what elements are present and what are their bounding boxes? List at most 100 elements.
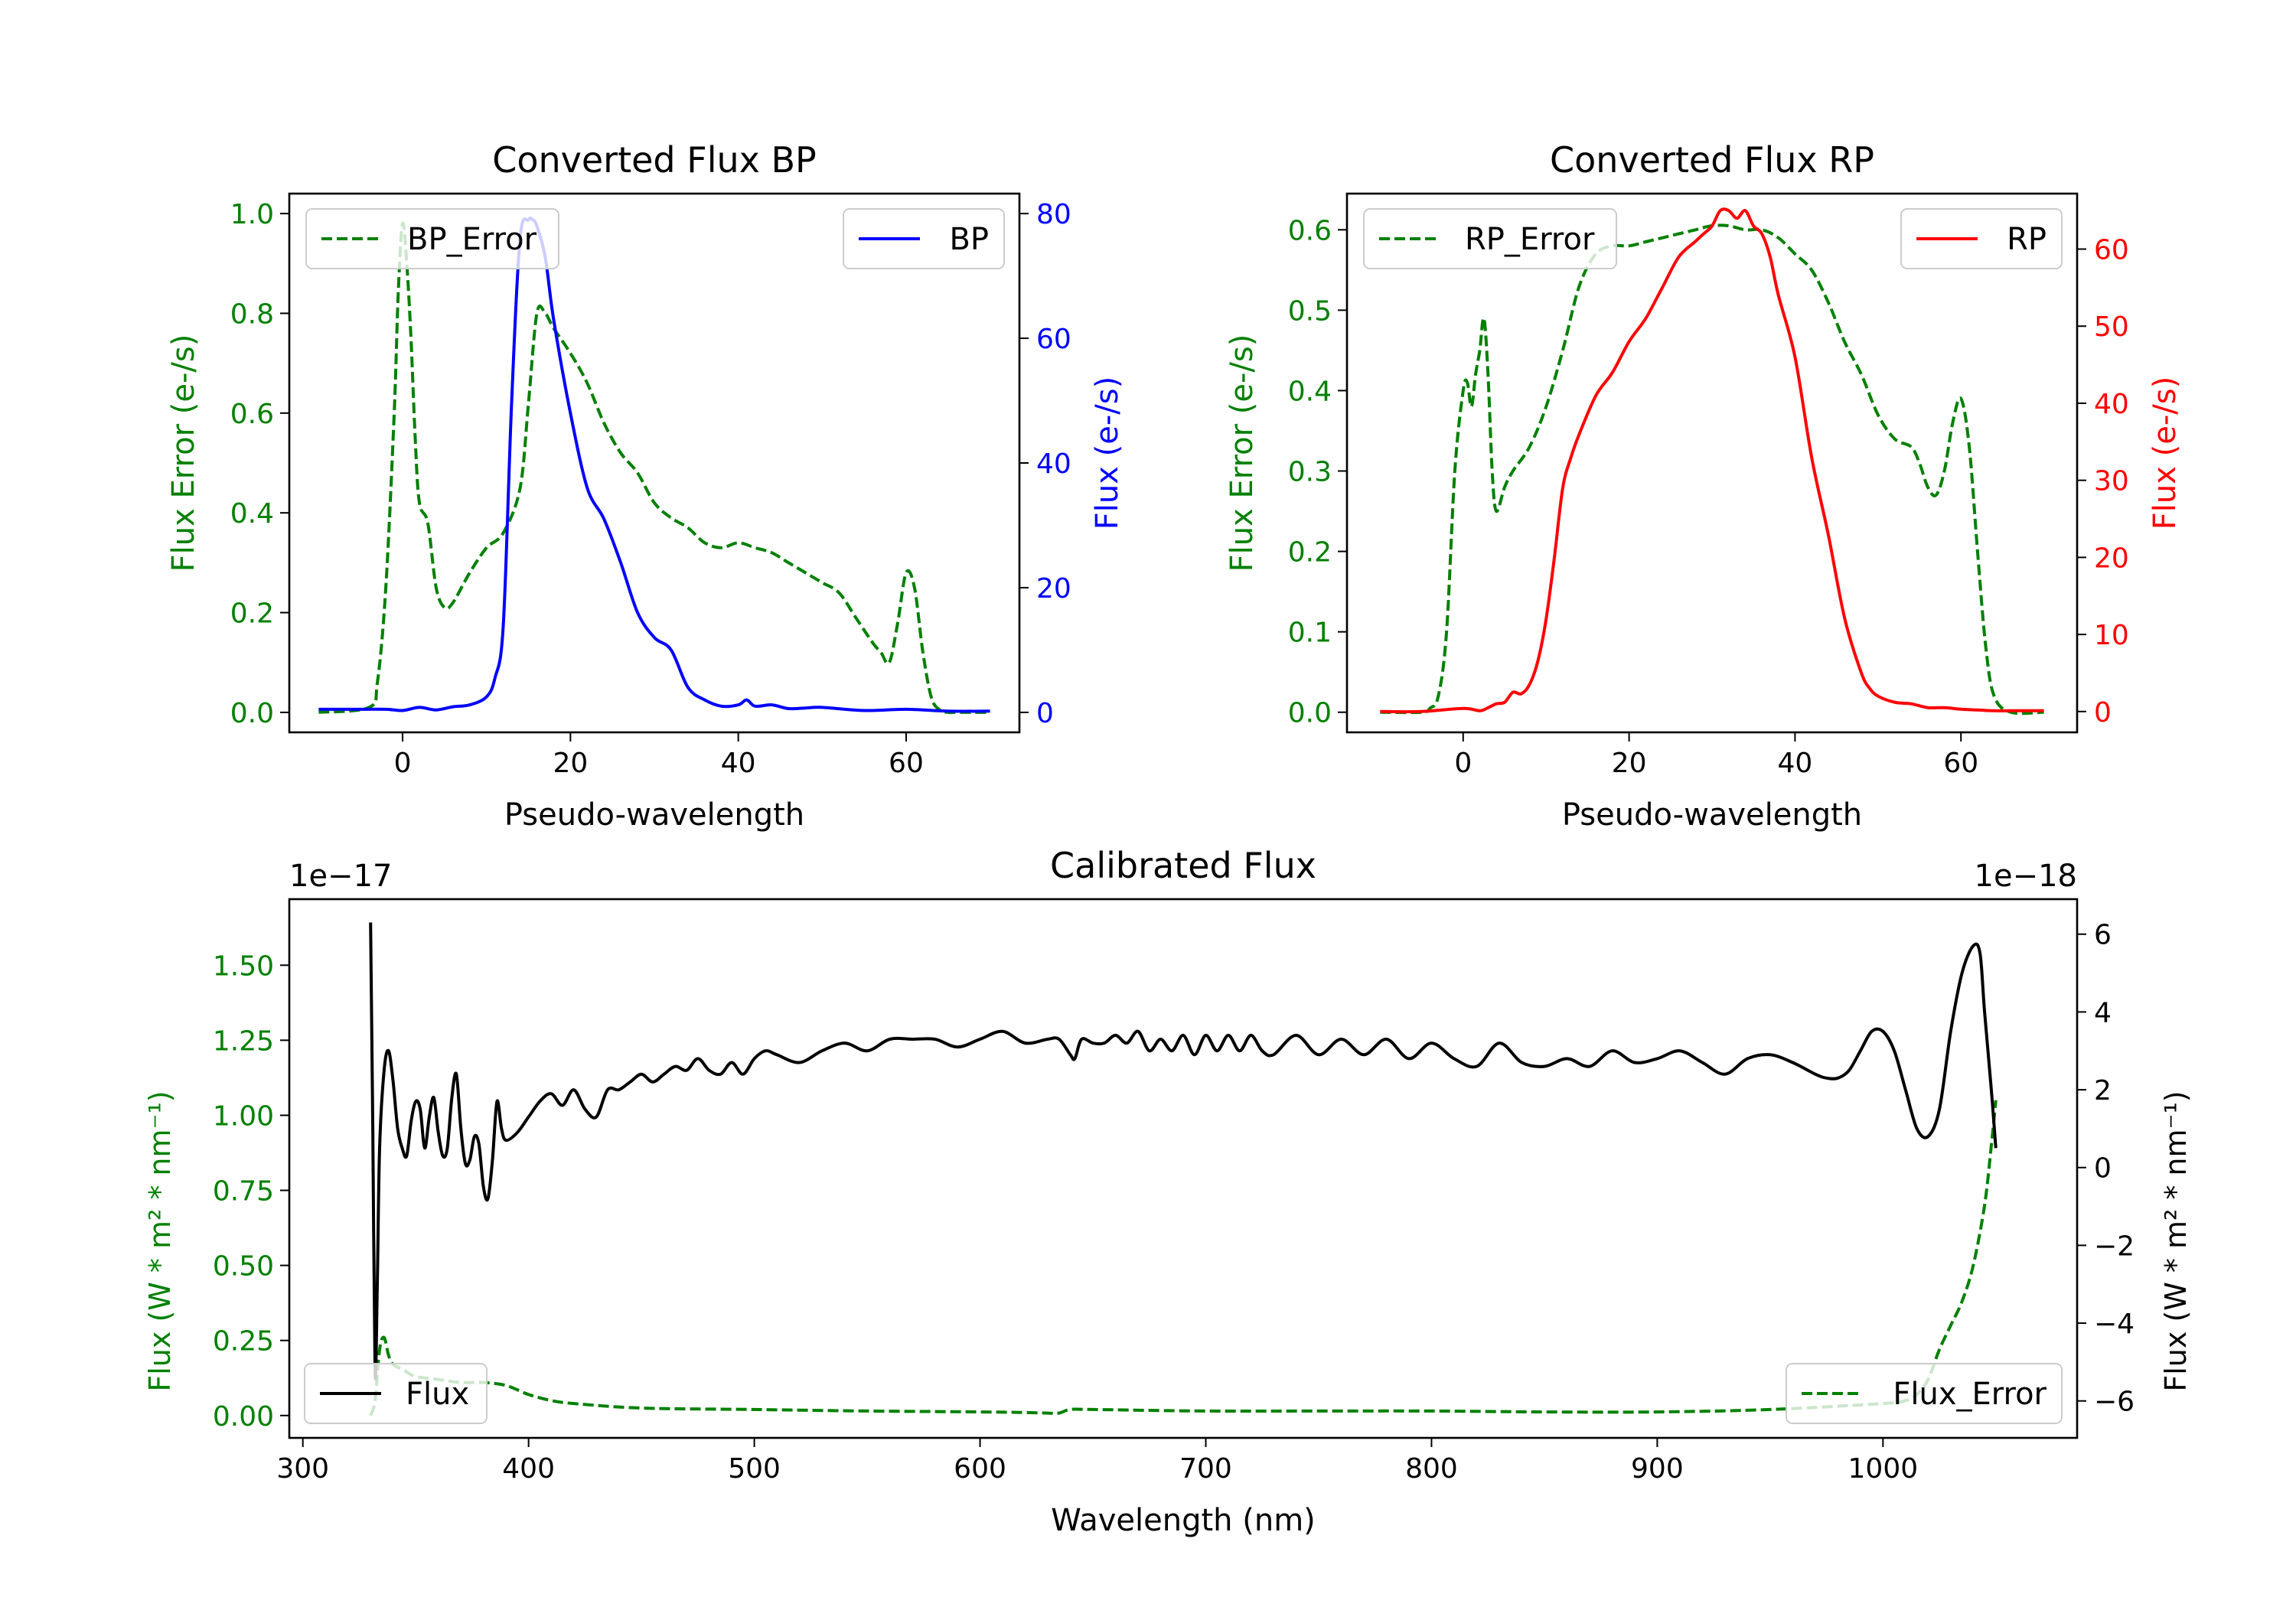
left-y-tick-label: 0.8 [230,298,274,330]
x-axis-label: Pseudo-wavelength [1562,797,1862,833]
right-y-tick-label: 0 [2094,697,2112,729]
right-y-tick-label: 40 [1036,448,1071,480]
left-y-tick-label: 0.4 [1288,376,1332,407]
left-y-tick-label: 0.4 [230,498,274,530]
right-y-tick-label: 0 [1036,698,1054,729]
x-tick-label: 1000 [1848,1453,1919,1485]
series-line-bp-error [318,221,990,715]
panel-converted-flux-bp: Converted Flux BP Pseudo-wavelength Flux… [166,139,1125,833]
right-y-tick-label: 80 [1036,199,1071,230]
panel-converted-flux-rp: Converted Flux RP Pseudo-wavelength Flux… [1225,139,2183,833]
left-y-tick-label: 0.0 [1288,698,1332,729]
right-y-tick-label: 20 [2094,543,2129,574]
series-lines [1380,207,2044,715]
x-tick-label: 40 [1778,748,1813,779]
right-y-tick-label: 60 [1036,324,1071,355]
right-y-tick-label: −2 [2094,1231,2135,1262]
right-y-axis-label: Flux (e-/s) [2148,376,2183,530]
left-y-ticks: 0.0 0.2 0.4 0.6 0.8 1.0 [230,199,289,729]
left-y-axis-label: Flux Error (e-/s) [1225,334,1260,572]
right-y-axis-label: Flux (e-/s) [1090,376,1125,530]
legend-box [1900,208,2063,269]
left-y-tick-label: 1.00 [213,1100,274,1132]
x-tick-label: 20 [1612,748,1647,779]
left-y-tick-label: 0.5 [1288,295,1332,327]
plot-frame [288,192,1021,734]
left-y-tick-label: 0.0 [230,698,274,729]
x-tick-label: 0 [394,748,412,779]
series-line-rp [1380,207,2044,714]
x-tick-label: 300 [276,1453,329,1485]
legend-label: BP [949,222,989,257]
left-y-tick-label: 0.6 [1288,215,1332,246]
right-y-tick-label: 40 [2094,389,2129,420]
x-ticks: 0 20 40 60 [394,732,924,779]
series-line-rp-error [1380,223,2044,715]
x-tick-label: 600 [954,1453,1006,1485]
left-y-tick-label: 0.2 [1288,537,1332,569]
legend-bp-error: BP_Error [305,208,559,269]
plot-frame [1345,192,2079,734]
left-y-tick-label: 1.0 [230,199,274,230]
left-y-tick-label: 0.00 [213,1401,274,1433]
left-y-tick-label: 0.1 [1288,618,1332,649]
right-y-tick-label: 0 [2094,1153,2112,1185]
left-y-tick-label: 0.50 [213,1251,274,1283]
x-axis-label: Pseudo-wavelength [504,797,804,833]
x-tick-label: 400 [502,1453,555,1485]
legend-box [1786,1363,2063,1424]
series-line-flux [369,922,1998,1380]
right-y-ticks: 0 20 40 60 80 [1019,199,1071,729]
legend-box [843,208,1005,269]
right-y-tick-label: 20 [1036,573,1071,605]
legend-box [304,1363,488,1424]
right-y-ticks: −6 −4 −2 0 2 4 6 [2077,920,2135,1418]
right-y-tick-label: 6 [2094,920,2112,951]
right-y-tick-label: 4 [2094,997,2112,1028]
legend-flux-error: Flux_Error [1786,1363,2063,1424]
x-tick-label: 40 [721,748,756,779]
left-y-tick-label: 1.25 [213,1025,274,1057]
legend-rp-error: RP_Error [1363,208,1617,269]
series-line-bp [318,217,990,713]
left-y-axis-label: Flux (W * m² * nm⁻¹) [143,1090,177,1391]
legend-flux: Flux [304,1363,488,1424]
right-y-tick-label: 10 [2094,620,2129,651]
x-tick-label: 700 [1179,1453,1232,1485]
left-y-tick-label: 0.3 [1288,457,1332,488]
panel-title: Calibrated Flux [1050,845,1316,886]
left-y-tick-label: 1.50 [213,950,274,982]
series-lines [318,217,990,715]
x-tick-label: 0 [1454,748,1472,779]
legend-label: Flux_Error [1893,1377,2047,1412]
left-y-ticks: 0.0 0.1 0.2 0.3 0.4 0.5 0.6 [1288,215,1347,729]
x-tick-label: 60 [889,748,924,779]
right-y-tick-label: 60 [2094,235,2129,266]
left-axis-offset: 1e−17 [289,859,392,894]
legend-box [1363,208,1617,269]
panel-title: Converted Flux BP [492,139,817,181]
left-y-tick-label: 0.2 [230,598,274,630]
left-y-tick-label: 0.75 [213,1176,274,1208]
right-y-tick-label: −4 [2094,1309,2135,1340]
legend-bp: BP [843,208,1005,269]
right-y-tick-label: −6 [2094,1387,2135,1418]
panel-calibrated-flux: Calibrated Flux Wavelength (nm) Flux (W … [143,845,2193,1538]
x-tick-label: 20 [553,748,588,779]
legend-rp: RP [1900,208,2063,269]
x-tick-label: 60 [1943,748,1978,779]
legend-label: BP_Error [407,222,537,257]
panel-title: Converted Flux RP [1550,139,1874,181]
x-tick-label: 800 [1405,1453,1458,1485]
x-ticks: 300 400 500 600 700 800 900 1000 [276,1438,1918,1485]
legend-label: Flux [406,1377,469,1412]
x-tick-label: 500 [728,1453,781,1485]
left-y-tick-label: 0.25 [213,1326,274,1358]
left-y-axis-label: Flux Error (e-/s) [166,334,201,572]
right-axis-offset: 1e−18 [1975,859,2077,894]
legend-label: RP [2007,222,2047,257]
left-y-tick-label: 0.6 [230,399,274,430]
legend-box [305,208,559,269]
right-y-tick-label: 30 [2094,466,2129,497]
